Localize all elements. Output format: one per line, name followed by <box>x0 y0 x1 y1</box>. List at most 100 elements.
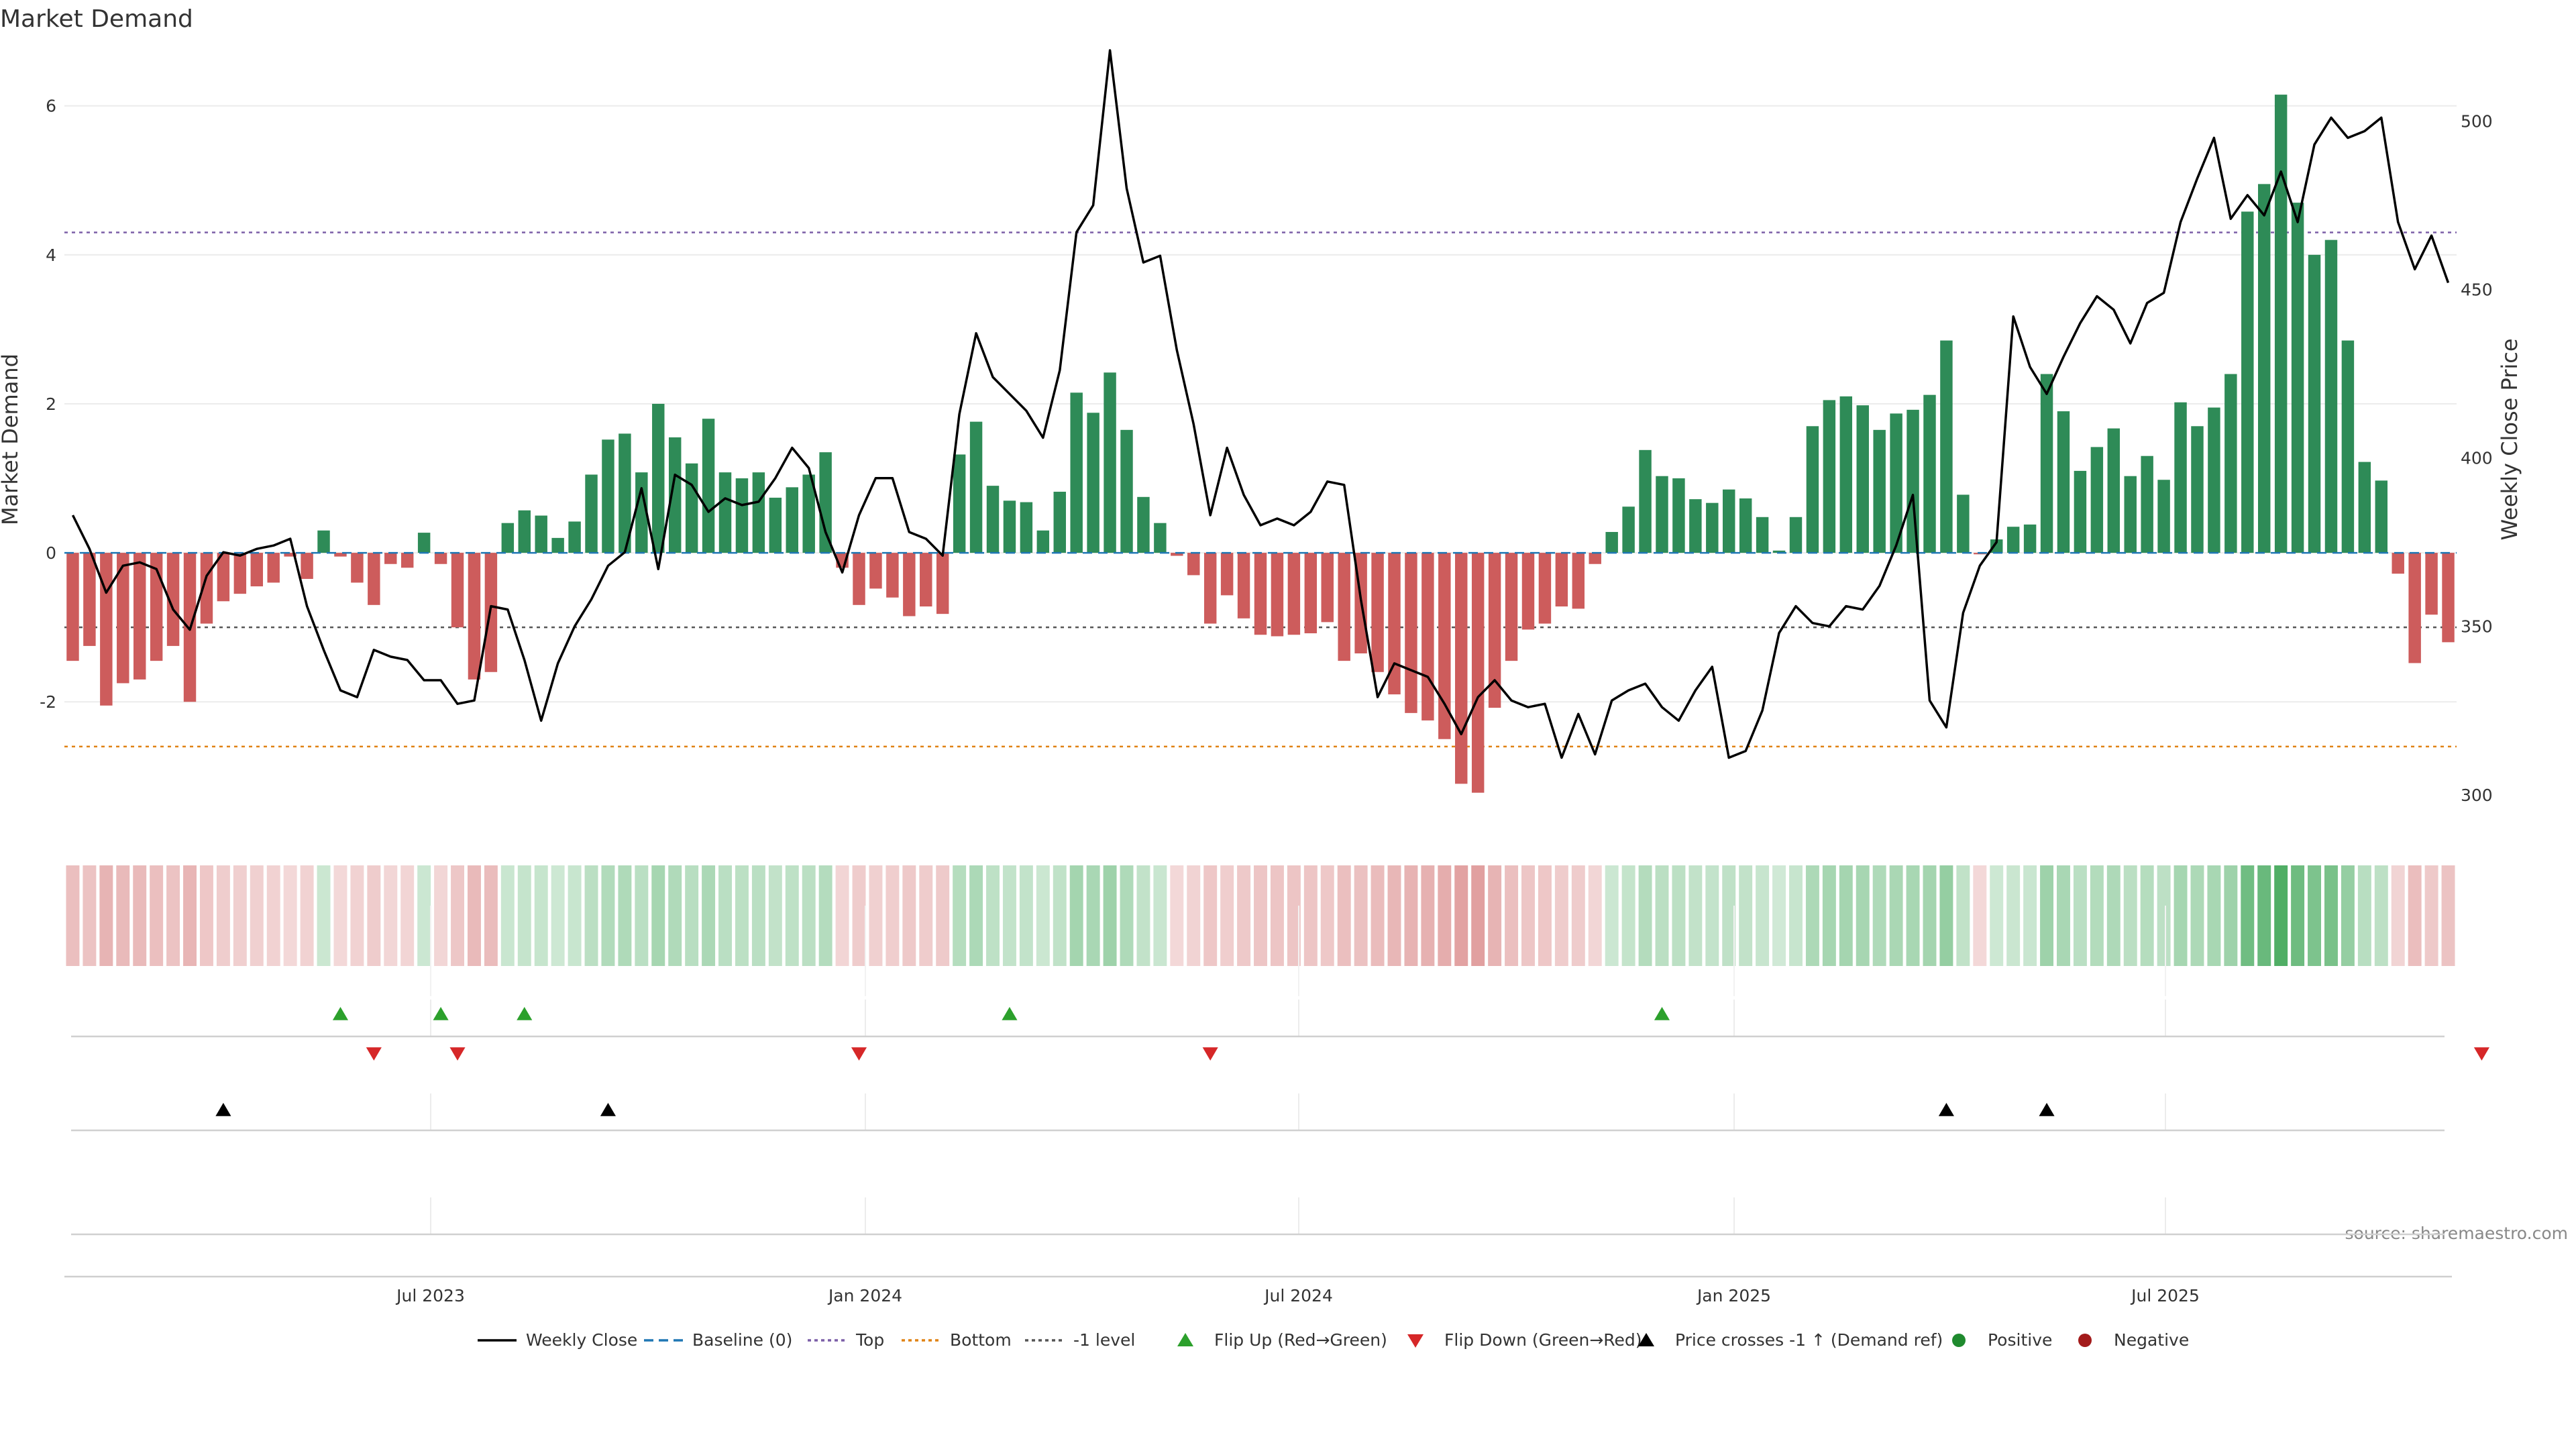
heat-cell <box>584 865 598 966</box>
heat-cell <box>1387 865 1401 966</box>
heat-cell <box>2341 865 2355 966</box>
legend-label: Weekly Close <box>526 1330 637 1350</box>
legend-swatch <box>1952 1334 1966 1347</box>
heat-cell <box>1990 865 2004 966</box>
heat-cell <box>2023 865 2037 966</box>
demand-bar <box>284 553 297 557</box>
heat-cell <box>1002 865 1016 966</box>
heat-cell <box>651 865 665 966</box>
demand-bar <box>2408 553 2421 663</box>
y-tick-label: 6 <box>46 97 56 116</box>
demand-bar <box>903 553 916 616</box>
heat-cell <box>1939 865 1953 966</box>
heat-cell <box>818 865 833 966</box>
heat-cell <box>1270 865 1284 966</box>
legend-label: Bottom <box>950 1330 1012 1350</box>
demand-bar <box>2191 426 2204 553</box>
heat-cell <box>2257 865 2271 966</box>
demand-bar <box>718 472 732 553</box>
heat-cell <box>852 865 866 966</box>
heat-cell <box>66 865 80 966</box>
demand-bar <box>1505 553 1518 661</box>
y2-axis-label: Weekly Close Price <box>2497 338 2522 540</box>
demand-bar <box>301 553 313 579</box>
heat-cell <box>936 865 950 966</box>
heat-cell <box>2123 865 2137 966</box>
demand-bar <box>501 523 515 553</box>
heat-cell <box>1688 865 1703 966</box>
heat-cell <box>1069 865 1083 966</box>
heat-cell <box>99 865 113 966</box>
demand-bar <box>2074 470 2087 553</box>
legend-label: Top <box>855 1330 884 1350</box>
demand-bar <box>1003 500 1016 553</box>
demand-bar <box>2040 374 2053 553</box>
heat-cell <box>1053 865 1067 966</box>
demand-bar <box>217 553 230 602</box>
heat-cell <box>233 865 247 966</box>
demand-bar <box>1388 553 1401 695</box>
heat-cell <box>635 865 649 966</box>
demand-bar <box>2241 211 2254 553</box>
demand-bar <box>1990 539 2003 553</box>
demand-bar <box>1053 492 1066 553</box>
heat-cell <box>1287 865 1301 966</box>
heat-cell <box>1320 865 1334 966</box>
heat-cell <box>2040 865 2054 966</box>
heat-cell <box>1538 865 1552 966</box>
demand-bar <box>1304 553 1318 634</box>
demand-bar <box>819 452 832 553</box>
x-tick-label: Jan 2024 <box>827 1286 902 1305</box>
demand-bar <box>1706 502 1719 553</box>
heat-cell <box>551 865 565 966</box>
demand-bar <box>2124 476 2137 553</box>
heat-cell <box>1756 865 1770 966</box>
demand-bar <box>2291 203 2304 553</box>
demand-price-panel: -2 0 2 4 6 300 350 400 450 500 <box>40 49 2493 805</box>
heat-cell <box>2374 865 2388 966</box>
heat-cell <box>2090 865 2104 966</box>
demand-bar <box>1203 553 1217 624</box>
y2-tick-label: 400 <box>2461 449 2493 468</box>
heat-cell <box>1672 865 1686 966</box>
demand-bar <box>652 403 665 553</box>
heat-cell <box>835 865 849 966</box>
heat-cell <box>1889 865 1903 966</box>
legend-item: Weekly Close <box>478 1330 637 1350</box>
demand-bar <box>585 474 598 553</box>
flip-marker <box>1002 1007 1018 1020</box>
heat-cell <box>1454 865 1468 966</box>
demand-bar <box>1756 517 1769 553</box>
demand-bar <box>1137 496 1150 553</box>
heat-cell <box>1438 865 1452 966</box>
flip-down-marker <box>851 1047 867 1061</box>
demand-bar <box>869 553 882 589</box>
demand-bar <box>1087 413 1099 553</box>
legend-item: Flip Down (Green→Red) <box>1407 1330 1642 1350</box>
heat-cell <box>317 865 331 966</box>
demand-bar <box>802 474 815 553</box>
demand-bar <box>468 553 481 680</box>
heat-cell <box>1136 865 1150 966</box>
heat-cell <box>1421 865 1435 966</box>
heat-cell <box>785 865 799 966</box>
heat-cell <box>2357 865 2371 966</box>
x-tick-label: Jul 2025 <box>2130 1286 2200 1305</box>
heat-cell <box>2224 865 2238 966</box>
chart-legend: Weekly Close Baseline (0) Top Bottom -1 leve… <box>478 1330 2189 1350</box>
legend-label: Flip Down (Green→Red) <box>1444 1330 1642 1350</box>
heat-cell <box>467 865 481 966</box>
heat-cell <box>1471 865 1485 966</box>
demand-bar <box>1438 553 1451 739</box>
heat-cell <box>1822 865 1836 966</box>
demand-bar <box>2392 553 2404 574</box>
demand-bar <box>2442 553 2455 643</box>
heat-cell <box>266 865 280 966</box>
legend-label: Flip Up (Red→Green) <box>1214 1330 1387 1350</box>
heat-cell <box>2174 865 2188 966</box>
demand-bar <box>2057 411 2070 553</box>
heat-cell <box>2291 865 2305 966</box>
event-marker-panels <box>71 1000 2489 1236</box>
demand-bar <box>1656 476 1668 553</box>
demand-bar <box>1856 405 1869 553</box>
